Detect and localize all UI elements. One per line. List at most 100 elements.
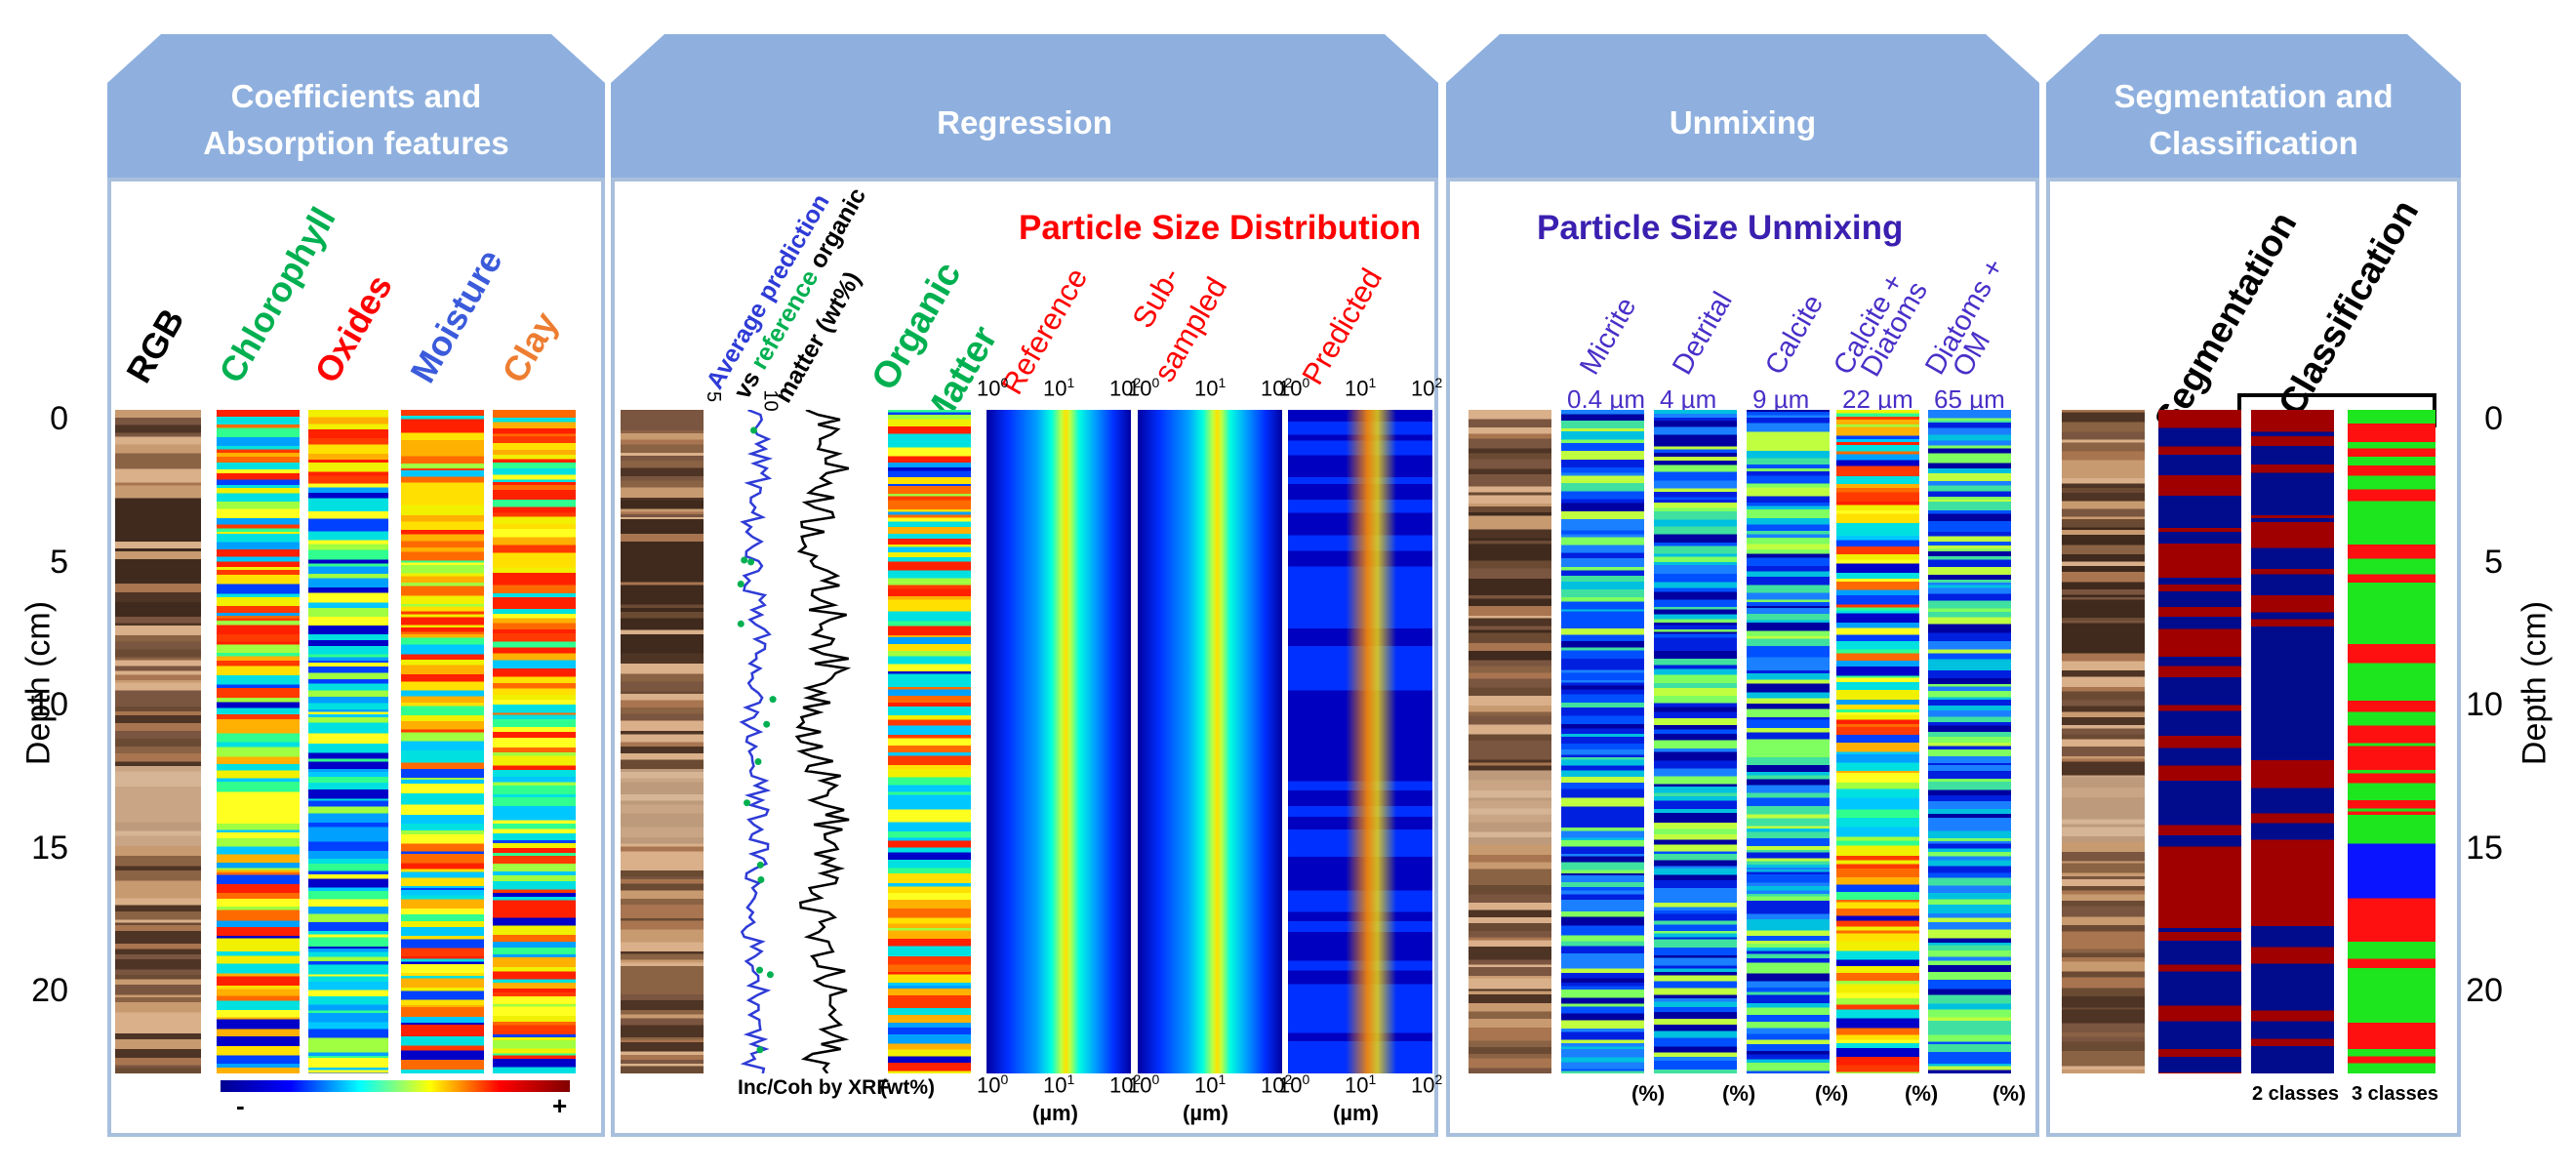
reference-point <box>744 799 750 807</box>
reference-point <box>737 620 745 627</box>
label-um-1: (µm) <box>1032 1101 1078 1125</box>
core-oxides <box>308 410 388 1073</box>
depth-tick-10: 10 <box>31 686 68 723</box>
label-2-classes: 2 classes <box>2252 1083 2339 1105</box>
label-wt-pct: (wt%) <box>880 1076 935 1099</box>
label-um-3: (µm) <box>1333 1101 1379 1125</box>
depth-axis-label-left: Depth (cm) <box>20 600 58 766</box>
psd-tick-top: 101 <box>1345 375 1377 401</box>
segmentation-title-1: Segmentation and <box>2113 78 2394 114</box>
reference-point <box>737 581 745 587</box>
unmix-calcite <box>1747 410 1830 1073</box>
depth-tick-20: 20 <box>2466 972 2503 1009</box>
regression-header: Regression <box>611 34 1438 181</box>
core-moisture <box>401 410 484 1073</box>
depth-tick-5: 5 <box>2484 543 2503 581</box>
depth-tick-0: 0 <box>50 400 68 437</box>
core-rgb-3 <box>1469 410 1551 1073</box>
psd-tick-bottom: 102 <box>1261 1071 1293 1098</box>
psd-tick-bottom: 102 <box>1109 1071 1142 1098</box>
classification-2-classes <box>2251 410 2334 1073</box>
unmix-size-2: 9 µm <box>1752 384 1810 414</box>
core-rgb-1 <box>115 410 201 1073</box>
psd-reference-map <box>986 410 1131 1073</box>
reference-point <box>756 1046 764 1054</box>
pct-4: (%) <box>1905 1081 1939 1106</box>
psd-tick-bottom: 101 <box>1043 1071 1075 1098</box>
xrf-axis-5: 5 <box>703 390 725 403</box>
coefficients-title-1: Coefficients and <box>230 78 482 114</box>
xrf-axis-10: 10 <box>759 389 782 412</box>
psd-tick-top: 102 <box>1411 375 1443 401</box>
reference-point <box>763 720 771 728</box>
core-rgb-2 <box>621 410 704 1073</box>
psd-predicted-map <box>1288 410 1432 1073</box>
segmentation-map <box>2158 410 2241 1073</box>
organic-matter-line-plots <box>737 410 852 1073</box>
segmentation-panel <box>2046 178 2461 1137</box>
psd-subsampled-map <box>1138 410 1282 1073</box>
psd-tick-top: 100 <box>1278 375 1310 401</box>
core-chlorophyll <box>217 410 300 1073</box>
psd-tick-bottom: 101 <box>1345 1071 1377 1098</box>
reference-point <box>769 696 777 704</box>
unmixing-panel <box>1446 178 2039 1137</box>
colorbar-min: - <box>236 1091 245 1120</box>
depth-tick-15: 15 <box>31 828 68 867</box>
label-um-2: (µm) <box>1183 1101 1228 1125</box>
pct-5: (%) <box>1992 1081 2027 1106</box>
label-3-classes: 3 classes <box>2352 1083 2438 1105</box>
psd-tick-top: 101 <box>1043 375 1075 401</box>
core-rgb-4 <box>2062 410 2145 1073</box>
segmentation-header: Segmentation and Classification <box>2046 34 2461 181</box>
coefficients-title-2: Absorption features <box>203 125 509 161</box>
psd-tick-top: 102 <box>1261 375 1293 401</box>
unmix-micrite <box>1561 410 1644 1073</box>
psd-tick-bottom: 102 <box>1411 1071 1443 1098</box>
psd-tick-top: 100 <box>1128 375 1160 401</box>
reference-point <box>757 876 765 883</box>
unmixing-header: Unmixing <box>1446 34 2039 181</box>
unmix-size-3: 22 µm <box>1842 384 1913 414</box>
depth-tick-20: 20 <box>31 972 68 1009</box>
reference-point <box>756 966 763 974</box>
regression-panel <box>611 178 1438 1137</box>
reference-point <box>756 861 764 869</box>
regression-title: Regression <box>937 104 1112 141</box>
psd-tick-bottom: 100 <box>977 1071 1009 1098</box>
depth-tick-10: 10 <box>2466 686 2503 723</box>
classification-3-classes <box>2348 410 2435 1073</box>
unmix-diatoms-om <box>1928 410 2011 1073</box>
unmixing-title: Unmixing <box>1669 104 1817 141</box>
psd-tick-bottom: 100 <box>1128 1071 1160 1098</box>
unmix-size-4: 65 µm <box>1934 384 2005 414</box>
psd-title: Particle Size Distribution <box>1019 209 1422 247</box>
coefficients-header: Coefficients and Absorption features <box>107 34 605 181</box>
segmentation-title-2: Classification <box>2149 125 2358 161</box>
unmix-size-0: 0.4 µm <box>1567 384 1646 414</box>
coefficients-panel <box>107 178 605 1137</box>
pct-2: (%) <box>1722 1081 1756 1106</box>
reference-point <box>766 971 774 979</box>
psd-tick-top: 100 <box>977 375 1009 401</box>
core-organic-matter <box>888 410 971 1073</box>
pct-3: (%) <box>1815 1081 1849 1106</box>
psd-tick-bottom: 100 <box>1278 1071 1310 1098</box>
line-series <box>739 410 774 1073</box>
depth-axis-label-right: Depth (cm) <box>2516 600 2554 766</box>
coefficient-colorbar <box>221 1080 570 1092</box>
unmix-calcite-diatoms <box>1836 410 1919 1073</box>
pct-1: (%) <box>1631 1081 1666 1106</box>
reference-point <box>754 758 762 765</box>
line-series <box>794 410 852 1073</box>
reference-point <box>747 558 755 566</box>
unmix-size-1: 4 µm <box>1660 384 1717 414</box>
depth-tick-5: 5 <box>50 543 68 581</box>
reference-point <box>741 556 748 564</box>
psd-tick-top: 101 <box>1194 375 1227 401</box>
unmixing-plot-title: Particle Size Unmixing <box>1537 209 1904 247</box>
depth-tick-0: 0 <box>2484 400 2503 437</box>
reference-point <box>750 426 757 434</box>
depth-tick-15: 15 <box>2466 828 2503 867</box>
label-inc-coh: Inc/Coh by XRF <box>738 1076 890 1099</box>
